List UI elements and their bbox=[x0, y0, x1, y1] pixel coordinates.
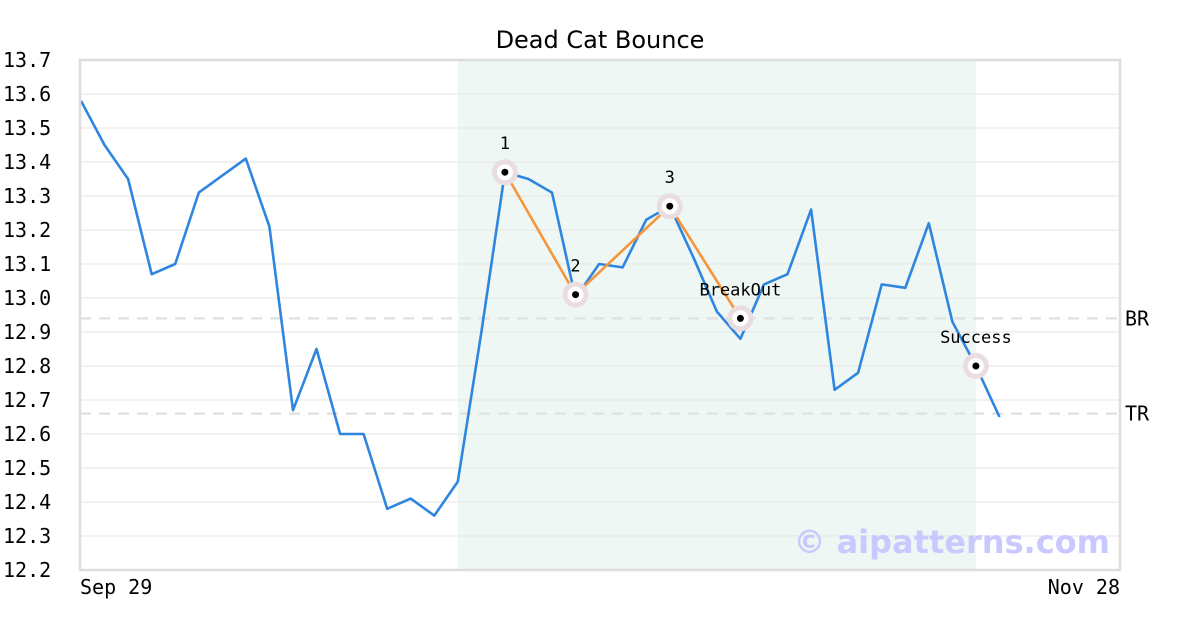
reference-label-br: BR bbox=[1125, 306, 1150, 330]
pattern-connector-line bbox=[503, 171, 742, 320]
pattern-point-label: 1 bbox=[500, 134, 510, 154]
pattern-points: 1 2 3 BreakOut Success bbox=[491, 134, 1012, 379]
pattern-point-dot bbox=[572, 291, 580, 299]
y-tick-label: 13.3 bbox=[3, 184, 51, 208]
y-tick-label: 12.4 bbox=[3, 490, 51, 514]
reference-lines: BR TR bbox=[80, 306, 1150, 426]
y-axis-ticks: 12.2 12.3 12.4 12.5 12.6 12.7 12.8 12.9 13.0 13.1… bbox=[3, 48, 51, 582]
y-tick-label: 13.2 bbox=[3, 218, 51, 242]
pattern-point-dot bbox=[736, 314, 744, 322]
chart-title: Dead Cat Bounce bbox=[496, 26, 705, 54]
pattern-highlight-region bbox=[457, 60, 976, 570]
pattern-point-dot bbox=[501, 168, 509, 176]
plot-frame bbox=[78, 58, 1122, 572]
y-tick-label: 13.0 bbox=[3, 286, 51, 310]
pattern-point-label: BreakOut bbox=[699, 280, 781, 300]
y-tick-label: 12.3 bbox=[3, 524, 51, 548]
grid-lines bbox=[80, 59, 1120, 571]
y-tick-label: 12.7 bbox=[3, 388, 51, 412]
y-tick-label: 13.7 bbox=[3, 48, 51, 72]
reference-label-tr: TR bbox=[1125, 402, 1150, 426]
y-tick-label: 13.1 bbox=[3, 252, 51, 276]
watermark: © aipatterns.com bbox=[793, 523, 1110, 561]
y-tick-label: 12.8 bbox=[3, 354, 51, 378]
pattern-point-label: Success bbox=[940, 328, 1012, 348]
pattern-point-label: 2 bbox=[570, 257, 580, 277]
y-tick-label: 12.5 bbox=[3, 456, 51, 480]
y-tick-label: 12.9 bbox=[3, 320, 51, 344]
y-tick-label: 12.2 bbox=[3, 558, 51, 582]
y-tick-label: 13.5 bbox=[3, 116, 51, 140]
price-series-line bbox=[79, 100, 1001, 517]
pattern-point-dot bbox=[666, 202, 674, 210]
pattern-point-dot bbox=[972, 362, 980, 370]
x-tick-start: Sep 29 bbox=[80, 575, 152, 599]
x-tick-end: Nov 28 bbox=[1048, 575, 1120, 599]
y-tick-label: 13.4 bbox=[3, 150, 51, 174]
y-tick-label: 12.6 bbox=[3, 422, 51, 446]
pattern-point-label: 3 bbox=[665, 168, 675, 188]
y-tick-label: 13.6 bbox=[3, 82, 51, 106]
